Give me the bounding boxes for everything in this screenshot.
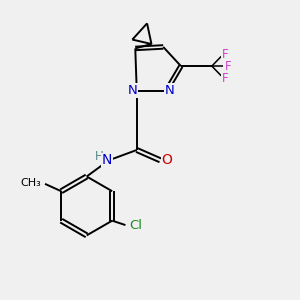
Text: Cl: Cl [129, 219, 142, 232]
Text: O: O [161, 153, 172, 167]
Text: H: H [95, 150, 104, 163]
Text: F: F [222, 72, 228, 85]
Text: CH₃: CH₃ [21, 178, 41, 188]
Text: F: F [222, 48, 228, 61]
Text: N: N [128, 84, 138, 97]
Text: N: N [165, 84, 175, 97]
Text: F: F [225, 60, 231, 73]
Text: N: N [102, 153, 112, 167]
